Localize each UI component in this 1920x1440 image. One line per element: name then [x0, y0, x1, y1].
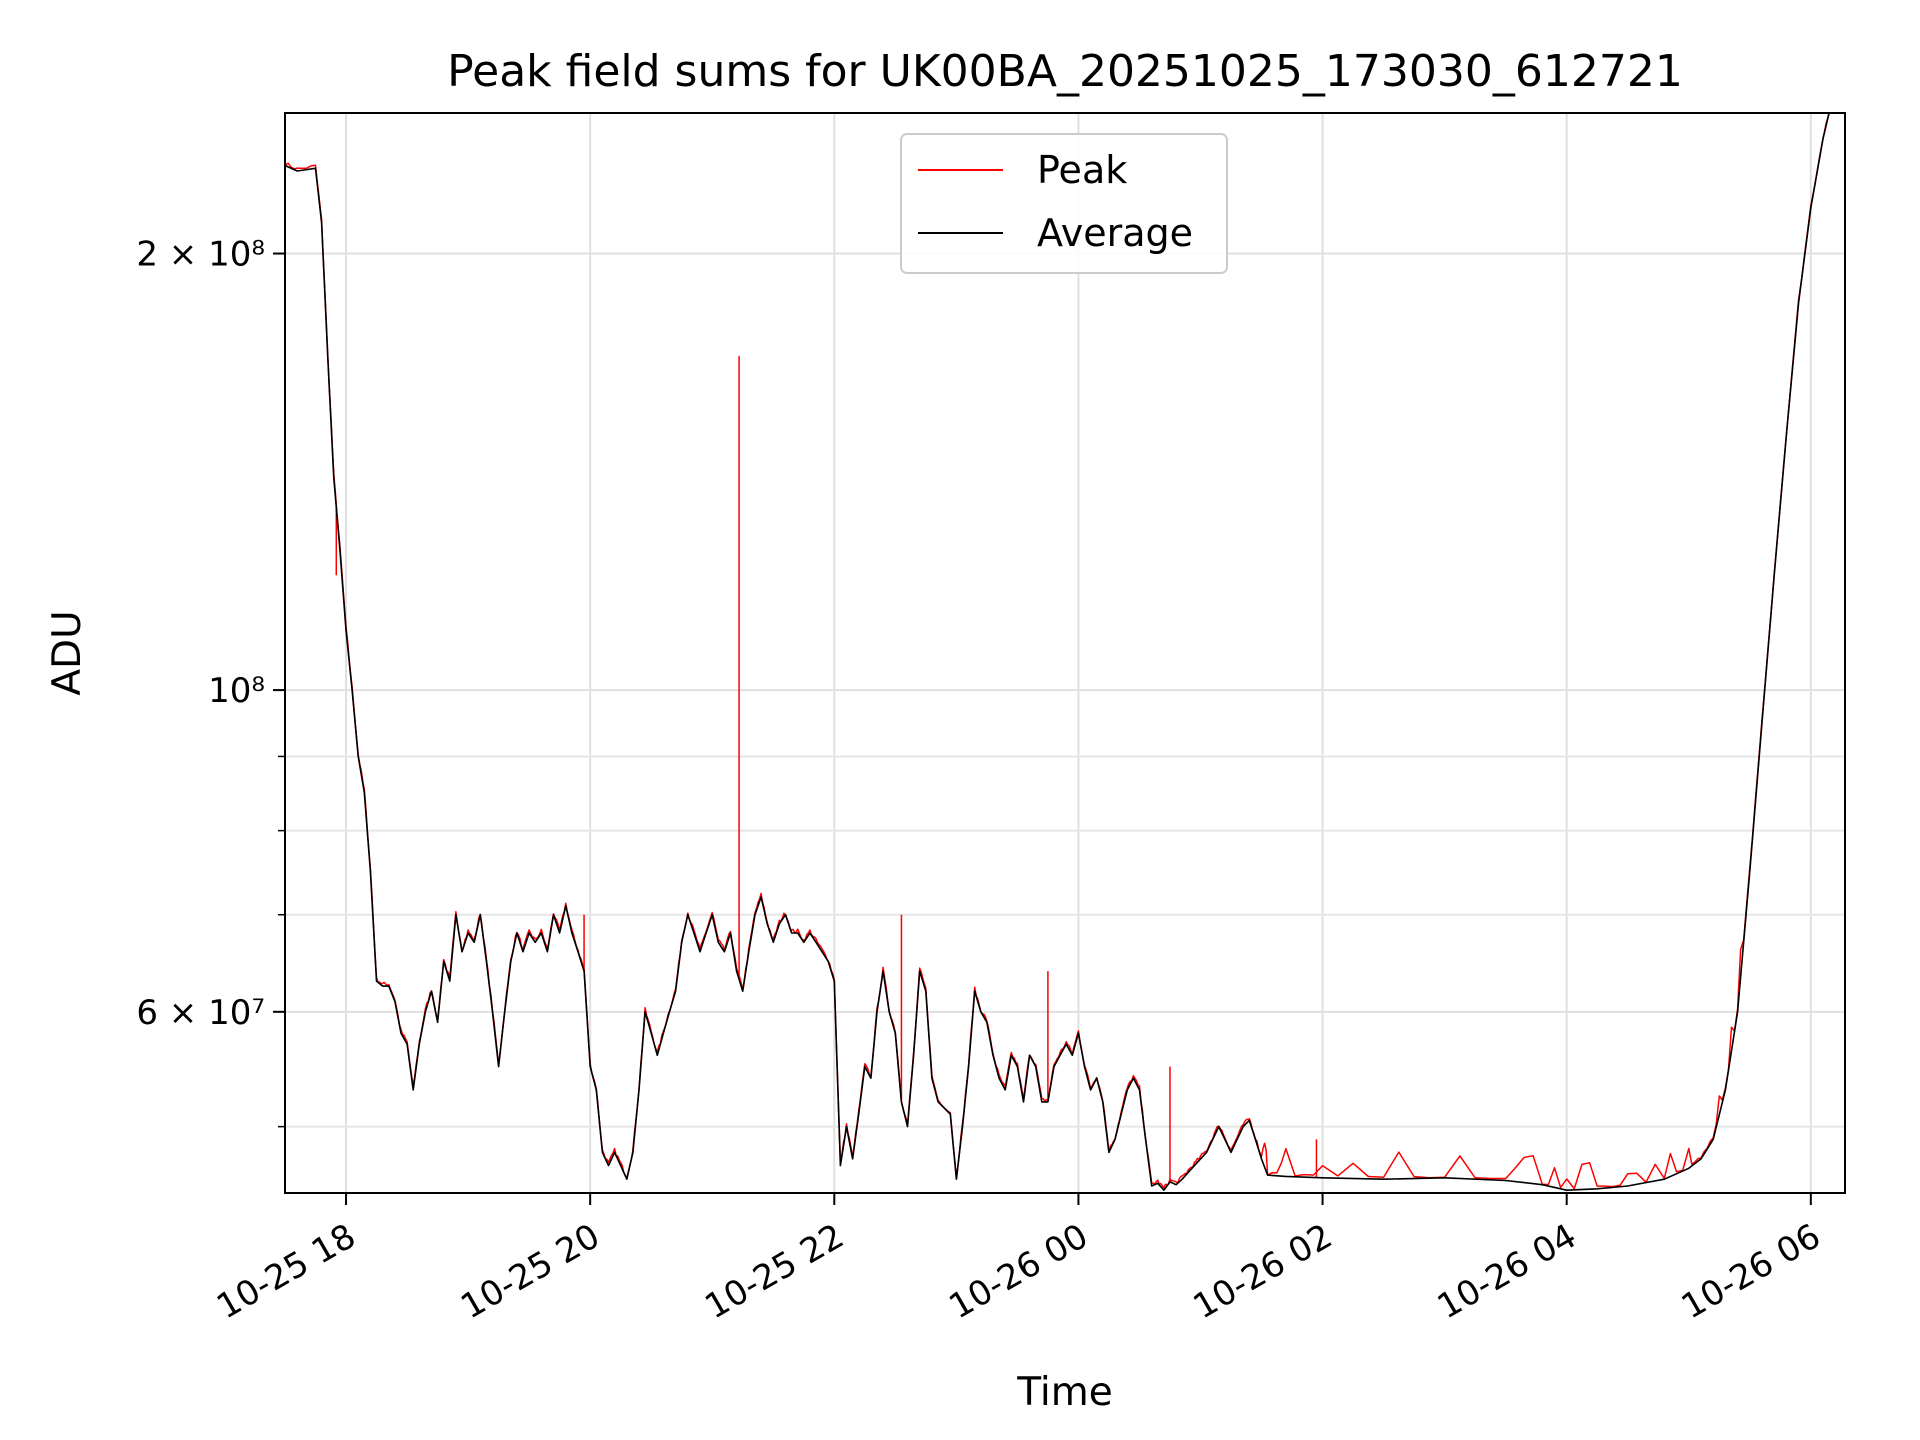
legend-peak-label: Peak [1037, 148, 1127, 192]
average-series-line [284, 112, 1830, 1191]
legend: Peak Average [900, 133, 1228, 274]
plot-frame [284, 112, 1846, 1194]
y-axis: 6 × 10⁷ 10⁸ 2 × 10⁸ [136, 235, 285, 1128]
y-tick-label: 2 × 10⁸ [136, 235, 265, 275]
chart-title: Peak field sums for UK00BA_20251025_1730… [447, 46, 1683, 97]
y-tick-label: 10⁸ [208, 671, 265, 711]
y-axis-label: ADU [45, 610, 90, 695]
x-axis-label: Time [1016, 1370, 1112, 1415]
legend-box [900, 133, 1228, 274]
plot-lines [284, 112, 1830, 1191]
legend-average-label: Average [1037, 211, 1193, 255]
y-tick-label: 6 × 10⁷ [136, 993, 265, 1033]
